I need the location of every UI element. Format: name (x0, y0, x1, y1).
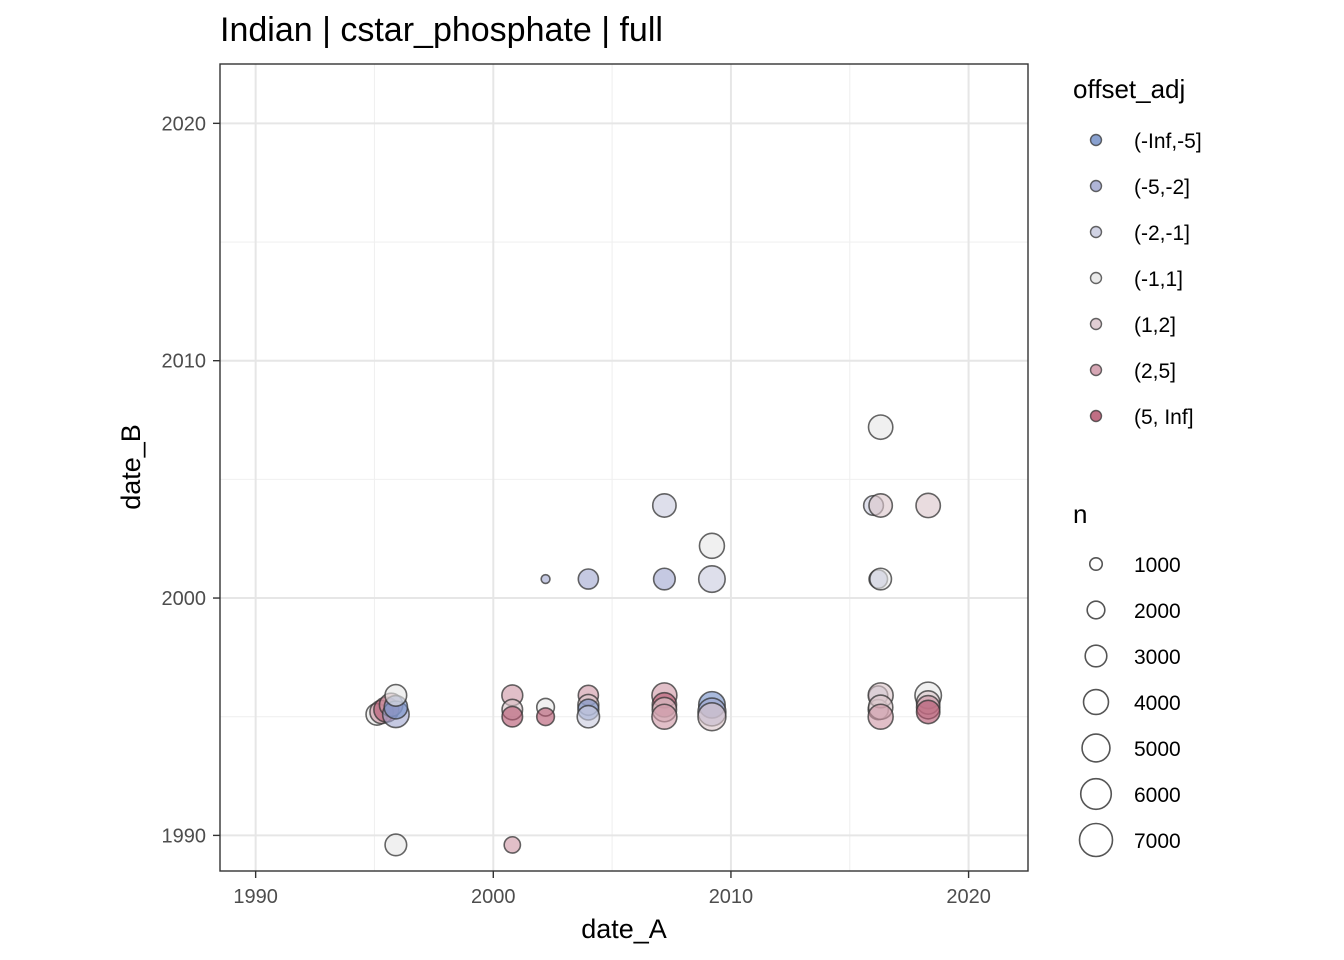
data-point (697, 565, 726, 594)
color-legend-label: (-5,-2] (1134, 176, 1190, 199)
color-legend-key (1089, 409, 1103, 423)
data-point (915, 492, 942, 519)
plot-border (219, 63, 1029, 872)
x-axis-title: date_A (581, 914, 667, 944)
x-tick-label: 1990 (233, 886, 278, 908)
data-point (535, 707, 556, 727)
data-point (652, 567, 677, 591)
plot-background (220, 64, 1028, 871)
size-legend-label: 7000 (1134, 830, 1181, 853)
major-gridlines (220, 64, 1028, 871)
data-points (365, 414, 943, 857)
size-legend-key (1079, 777, 1113, 811)
data-point (540, 573, 551, 585)
color-legend-key (1089, 225, 1103, 239)
size-legend: n 1000 2000 3000 4000 5000 6000 7000 (1073, 499, 1181, 858)
chart-title: Indian | cstar_phosphate | full (220, 11, 663, 49)
data-point (651, 703, 678, 730)
data-point (698, 532, 726, 560)
data-point (651, 493, 677, 518)
color-legend-label: (-Inf,-5] (1134, 130, 1202, 153)
data-point (697, 701, 727, 732)
size-legend-title: n (1073, 499, 1087, 529)
minor-gridlines (220, 64, 1028, 871)
data-point (501, 705, 524, 728)
data-point (867, 703, 894, 730)
size-legend-key (1078, 822, 1114, 858)
color-legend-label: (2,5] (1134, 360, 1176, 383)
size-legend-key (1082, 688, 1110, 716)
data-point (869, 567, 893, 591)
x-tick-label: 2000 (471, 886, 516, 908)
data-point (384, 683, 408, 707)
color-legend-title: offset_adj (1073, 74, 1185, 104)
size-legend-label: 4000 (1134, 692, 1181, 715)
x-tick-label: 2020 (946, 886, 991, 908)
size-legend-key (1084, 644, 1108, 668)
color-legend-key (1089, 179, 1103, 193)
y-tick-label: 2020 (162, 113, 207, 135)
color-legend-label: (-2,-1] (1134, 222, 1190, 245)
size-legend-key (1086, 600, 1106, 620)
data-point (915, 699, 941, 725)
data-point (867, 414, 894, 441)
color-legend-label: (1,2] (1134, 314, 1176, 337)
y-axis-title: date_B (116, 424, 146, 510)
y-tick-label: 1990 (162, 825, 207, 847)
data-point (868, 493, 894, 518)
data-point (503, 835, 522, 854)
y-tick-label: 2000 (162, 588, 207, 610)
data-point (577, 568, 600, 590)
data-point (384, 833, 408, 857)
color-legend-key (1089, 317, 1103, 331)
size-legend-label: 5000 (1134, 738, 1181, 761)
y-axis: 1990 2000 2010 2020 (162, 113, 220, 847)
color-legend: offset_adj (-Inf,-5] (-5,-2] (-2,-1] (-1,1]… (1073, 74, 1202, 429)
size-legend-label: 3000 (1134, 646, 1181, 669)
x-tick-label: 2010 (709, 886, 754, 908)
size-legend-label: 1000 (1134, 554, 1181, 577)
y-tick-label: 2010 (162, 351, 207, 373)
color-legend-key (1089, 271, 1103, 285)
size-legend-key (1081, 733, 1111, 763)
color-legend-key (1089, 363, 1103, 377)
size-legend-label: 6000 (1134, 784, 1181, 807)
size-legend-key (1088, 556, 1104, 572)
color-legend-key (1089, 133, 1103, 147)
color-legend-label: (-1,1] (1134, 268, 1183, 291)
x-axis: 1990 2000 2010 2020 (233, 871, 991, 908)
size-legend-label: 2000 (1134, 600, 1181, 623)
data-point (576, 704, 601, 729)
color-legend-label: (5, Inf] (1134, 406, 1194, 429)
